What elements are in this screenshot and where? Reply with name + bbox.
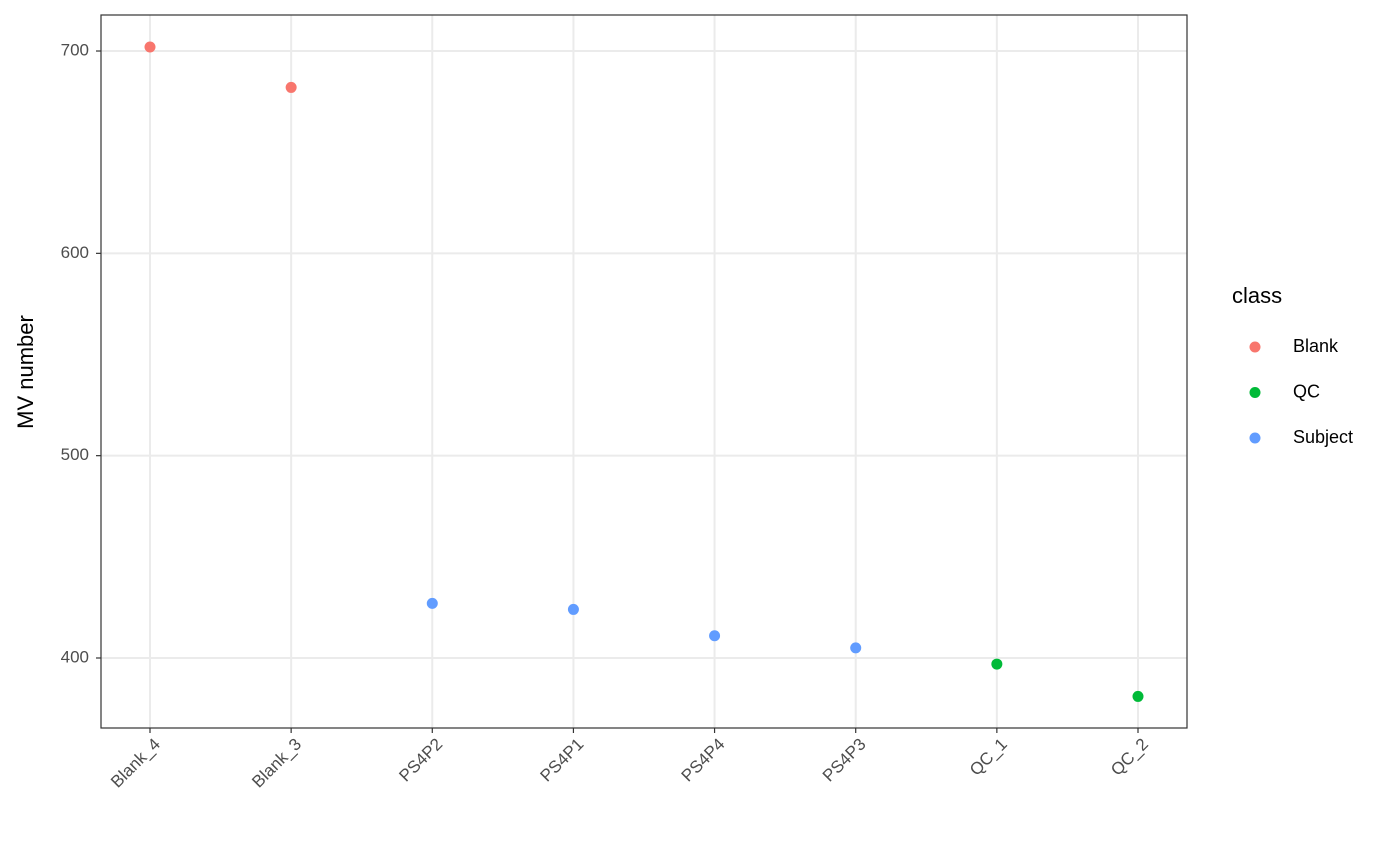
x-tick-label: QC_1 — [966, 735, 1011, 780]
point — [285, 81, 297, 93]
point — [426, 597, 438, 609]
x-tick-label: PS4P3 — [819, 735, 870, 786]
x-tick-label: Blank_4 — [107, 735, 164, 792]
legend-marker — [1249, 432, 1261, 444]
point — [850, 642, 862, 654]
y-tick-label: 500 — [61, 445, 89, 464]
x-tick-label: Blank_3 — [248, 735, 305, 792]
y-axis-title: MV number — [13, 315, 38, 429]
legend-marker — [1249, 341, 1261, 353]
panel-border — [100, 14, 1188, 729]
legend-marker — [1249, 387, 1261, 398]
y-tick-label: 400 — [61, 647, 89, 666]
point — [1132, 690, 1144, 702]
y-tick-label: 700 — [61, 40, 89, 59]
point — [709, 630, 721, 642]
x-tick-label: PS4P4 — [678, 735, 729, 786]
x-tick-label: PS4P2 — [395, 735, 446, 786]
point — [991, 658, 1003, 670]
legend-label: Subject — [1293, 427, 1353, 447]
point — [144, 41, 156, 53]
legend-label: QC — [1293, 381, 1320, 401]
y-tick-label: 600 — [61, 243, 89, 262]
panel-background — [101, 15, 1187, 728]
legend-label: Blank — [1293, 336, 1339, 356]
x-tick-label: QC_2 — [1107, 735, 1152, 780]
legend-title: class — [1232, 283, 1282, 308]
x-tick-label: PS4P1 — [537, 735, 588, 786]
point — [567, 603, 579, 615]
